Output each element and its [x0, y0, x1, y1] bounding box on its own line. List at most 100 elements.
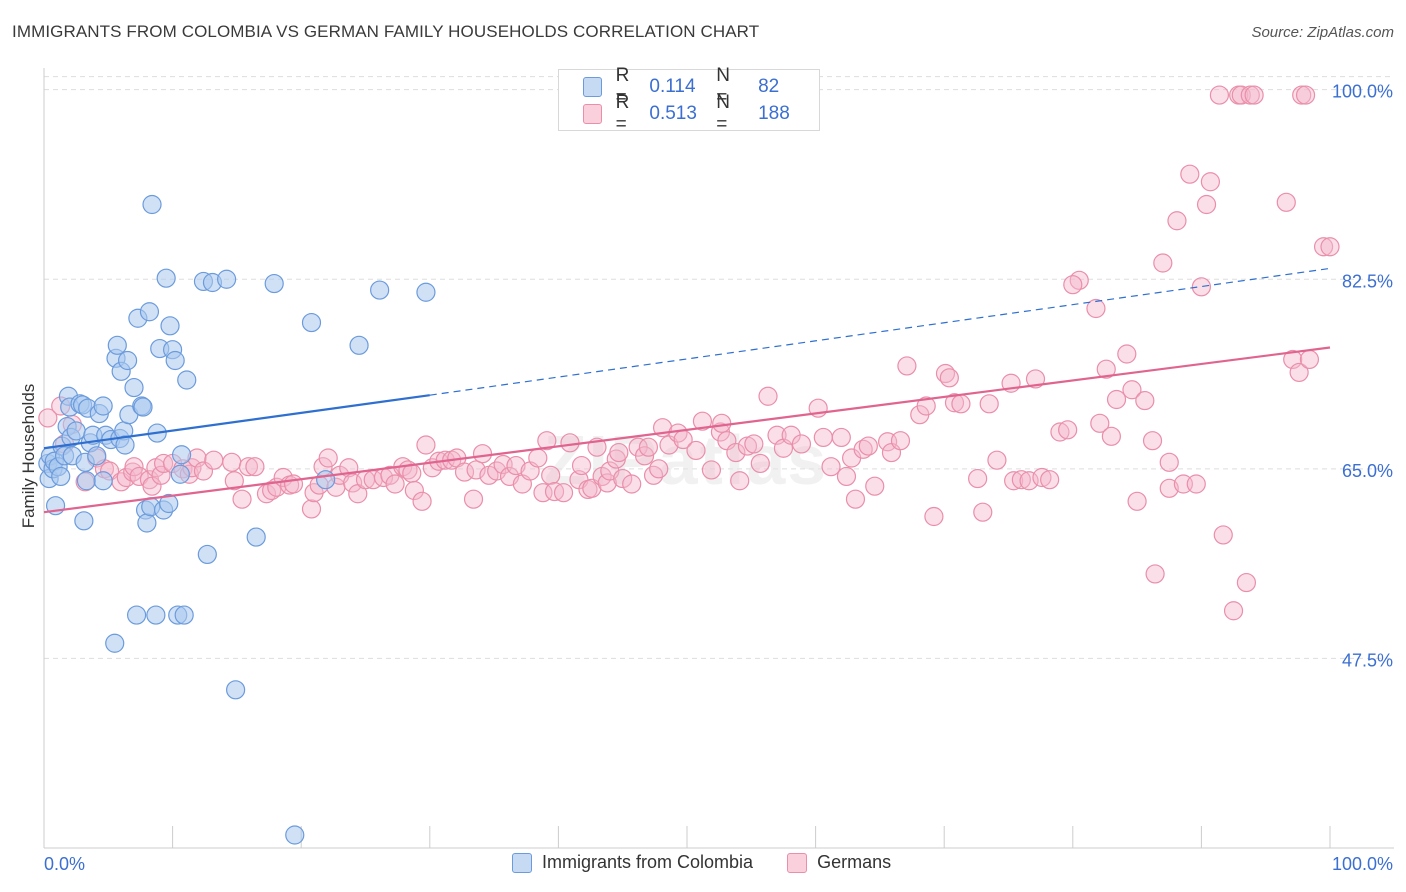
- data-point-germans: [597, 473, 617, 493]
- data-point-germans: [262, 480, 282, 501]
- data-point-germans: [944, 393, 965, 413]
- data-point-germans: [1117, 344, 1137, 364]
- data-point-colombia: [217, 269, 237, 289]
- x-tick-label: 100.0%: [1332, 854, 1393, 874]
- data-point-colombia: [74, 511, 94, 531]
- data-point-germans: [454, 462, 475, 482]
- data-point-germans: [1090, 413, 1110, 433]
- data-point-germans: [38, 408, 58, 428]
- data-point-germans: [124, 457, 144, 477]
- data-point-germans: [643, 465, 664, 485]
- data-point-germans: [129, 466, 149, 487]
- data-point-colombia: [349, 335, 369, 355]
- source-note: Source: ZipAtlas.com: [1251, 24, 1394, 41]
- data-point-germans: [1159, 452, 1179, 472]
- data-point-germans: [951, 394, 971, 414]
- data-point-germans: [890, 431, 911, 451]
- data-point-germans: [622, 474, 642, 494]
- trend-line-colombia: [43, 394, 430, 450]
- tick-labels: 47.5% 65.0% 82.5% 100.0% 0.0% 100.0%: [44, 82, 1393, 874]
- data-point-germans: [939, 368, 959, 388]
- data-point-colombia: [133, 397, 153, 417]
- data-point-germans: [831, 427, 851, 448]
- data-point-germans: [836, 466, 857, 487]
- data-point-germans: [1025, 369, 1046, 389]
- data-point-germans: [845, 489, 866, 509]
- series-legend-germans[interactable]: Germans: [787, 852, 891, 873]
- data-point-germans: [1122, 380, 1142, 400]
- data-point-germans: [973, 502, 993, 522]
- data-point-colombia: [177, 370, 197, 390]
- grid-lines: [44, 76, 1394, 659]
- data-point-colombia: [93, 471, 113, 491]
- series-swatch-pink: [787, 852, 808, 873]
- trend-line-colombia-projection: [429, 267, 1331, 396]
- data-point-germans: [1004, 471, 1024, 491]
- data-point-germans: [1299, 349, 1320, 370]
- chart-title: IMMIGRANTS FROM COLOMBIA VS GERMAN FAMIL…: [12, 22, 760, 41]
- data-point-germans: [1153, 253, 1173, 273]
- series-label-germans: Germans: [817, 852, 892, 872]
- data-point-colombia: [165, 350, 185, 371]
- legend-row-germans: R = 0.513 N = 188: [583, 92, 819, 135]
- data-point-germans: [151, 465, 171, 485]
- data-point-colombia: [172, 445, 192, 465]
- data-point-germans: [1159, 478, 1179, 498]
- series-legend-colombia[interactable]: Immigrants from Colombia: [512, 852, 753, 873]
- data-point-germans: [701, 460, 722, 480]
- data-point-colombia: [370, 280, 390, 300]
- data-point-colombia: [159, 493, 179, 514]
- series-label-colombia: Immigrants from Colombia: [542, 852, 754, 872]
- data-point-germans: [791, 434, 812, 454]
- data-point-germans: [1050, 422, 1070, 442]
- data-point-germans: [245, 457, 265, 477]
- data-point-colombia: [51, 466, 71, 487]
- data-point-colombia: [264, 273, 284, 294]
- watermark-text: ZIPatlas: [544, 421, 828, 499]
- x-tick-label: 0.0%: [44, 854, 85, 874]
- legend-n-label: N =: [716, 92, 731, 135]
- data-point-germans: [528, 448, 548, 468]
- legend-swatch-pink: [583, 104, 602, 124]
- data-point-germans: [1086, 298, 1106, 319]
- data-point-colombia: [126, 605, 147, 625]
- data-point-germans: [1135, 390, 1155, 411]
- data-point-germans: [726, 442, 746, 463]
- y-axis-title: Family Households: [19, 383, 38, 529]
- data-point-colombia: [170, 464, 190, 484]
- data-point-colombia: [285, 825, 305, 845]
- data-point-germans: [865, 476, 885, 496]
- data-point-germans: [750, 453, 770, 474]
- data-point-germans: [1167, 211, 1187, 231]
- data-point-colombia: [226, 680, 246, 700]
- data-point-germans: [301, 499, 322, 519]
- data-point-germans: [853, 439, 873, 459]
- data-point-colombia: [197, 544, 217, 565]
- data-point-germans: [686, 440, 706, 461]
- trend-lines: [43, 267, 1331, 514]
- legend-row-colombia: R = 0.114 N = 82: [583, 65, 819, 108]
- data-point-germans: [232, 489, 252, 509]
- data-point-germans: [979, 394, 999, 414]
- data-point-germans: [1320, 237, 1340, 257]
- data-point-colombia: [66, 421, 86, 441]
- data-point-colombia: [124, 377, 144, 398]
- data-point-germans: [638, 437, 659, 457]
- data-point-germans: [1058, 420, 1078, 440]
- data-point-germans: [712, 413, 732, 433]
- data-point-germans: [1040, 470, 1060, 490]
- data-point-germans: [1011, 470, 1031, 490]
- data-point-germans: [1145, 564, 1165, 584]
- data-point-germans: [1223, 601, 1244, 621]
- data-point-germans: [1196, 194, 1217, 215]
- trend-line-germans: [43, 346, 1331, 514]
- data-point-germans: [541, 465, 561, 485]
- data-point-germans: [813, 427, 833, 448]
- data-point-colombia: [107, 335, 127, 355]
- data-point-colombia: [301, 312, 322, 333]
- data-point-germans: [1101, 426, 1121, 446]
- data-point-germans: [609, 442, 629, 463]
- series-legend: Immigrants from Colombia Germans: [512, 852, 925, 873]
- correlation-legend: R = 0.114 N = 82 R = 0.513 N = 188: [558, 65, 820, 135]
- data-point-germans: [416, 435, 436, 455]
